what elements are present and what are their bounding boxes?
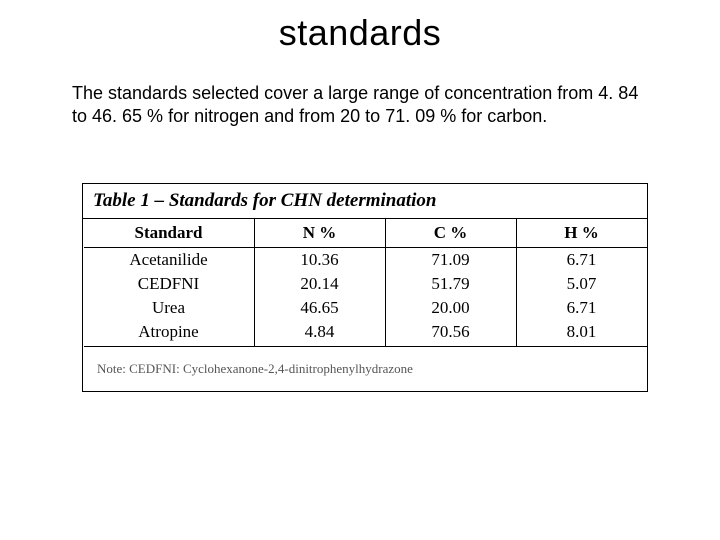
cell-c: 20.00 bbox=[385, 296, 516, 320]
cell-c: 70.56 bbox=[385, 320, 516, 347]
cell-standard: Atropine bbox=[84, 320, 255, 347]
cell-h: 8.01 bbox=[516, 320, 647, 347]
body-text: The standards selected cover a large ran… bbox=[72, 82, 658, 127]
cell-h: 6.71 bbox=[516, 248, 647, 273]
cell-n: 10.36 bbox=[254, 248, 385, 273]
col-header-c: C % bbox=[385, 219, 516, 248]
page-title: standards bbox=[0, 12, 720, 54]
cell-h: 6.71 bbox=[516, 296, 647, 320]
cell-n: 20.14 bbox=[254, 272, 385, 296]
table-container: Table 1 – Standards for CHN determinatio… bbox=[82, 183, 648, 392]
col-header-standard: Standard bbox=[84, 219, 255, 248]
cell-c: 51.79 bbox=[385, 272, 516, 296]
cell-n: 46.65 bbox=[254, 296, 385, 320]
cell-standard: CEDFNI bbox=[84, 272, 255, 296]
col-header-n: N % bbox=[254, 219, 385, 248]
cell-h: 5.07 bbox=[516, 272, 647, 296]
table-row: Acetanilide 10.36 71.09 6.71 bbox=[84, 248, 647, 273]
table-note: Note: CEDFNI: Cyclohexanone-2,4-dinitrop… bbox=[97, 361, 647, 377]
table-row: CEDFNI 20.14 51.79 5.07 bbox=[84, 272, 647, 296]
cell-standard: Urea bbox=[84, 296, 255, 320]
standards-table: Standard N % C % H % Acetanilide 10.36 7… bbox=[84, 219, 647, 347]
slide: standards The standards selected cover a… bbox=[0, 0, 720, 540]
table-row: Urea 46.65 20.00 6.71 bbox=[84, 296, 647, 320]
col-header-h: H % bbox=[516, 219, 647, 248]
table-row: Atropine 4.84 70.56 8.01 bbox=[84, 320, 647, 347]
cell-c: 71.09 bbox=[385, 248, 516, 273]
table-header-row: Standard N % C % H % bbox=[84, 219, 647, 248]
cell-standard: Acetanilide bbox=[84, 248, 255, 273]
cell-n: 4.84 bbox=[254, 320, 385, 347]
table-caption: Table 1 – Standards for CHN determinatio… bbox=[83, 188, 647, 219]
